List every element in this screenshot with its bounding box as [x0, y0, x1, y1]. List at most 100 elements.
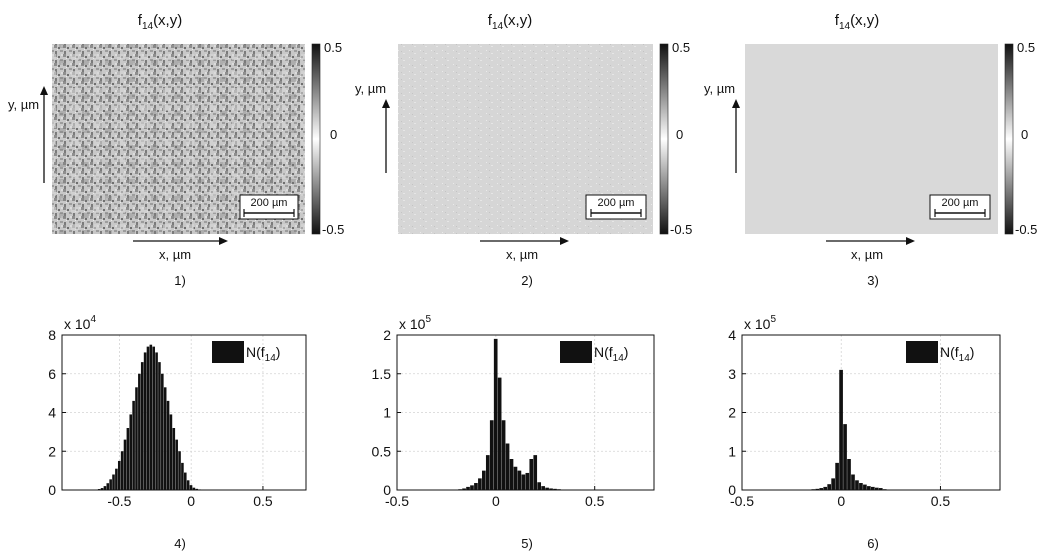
histogram-bar [184, 472, 187, 490]
map-panel-3: f14(x,y) 200 µm 0.5 0 -0.5 y, µm x, µm 3… [704, 12, 1037, 288]
x-tick-label: -0.5 [385, 493, 409, 509]
x-tick-label: 0.5 [931, 493, 951, 509]
x-tick-label: 0 [492, 493, 500, 509]
histogram-bar [871, 486, 875, 490]
histogram-bar [161, 373, 164, 490]
histogram-bar [466, 486, 470, 490]
scalebar-box [929, 194, 991, 220]
map-panel-1: f14(x,y) 200 µm 0.5 0 -0.5 y, µm x, µm 1… [8, 12, 344, 288]
colorbar-tick-mid: 0 [1021, 127, 1028, 142]
histogram-bar [851, 474, 855, 490]
panel-caption: 5) [521, 536, 533, 551]
histogram-bar [815, 488, 820, 490]
histogram-bar [120, 451, 124, 490]
map-panel-2: f14(x,y) 200 µm 0.5 0 -0.5 y, µm x, µm 2… [355, 12, 692, 288]
x-tick-label: 0.5 [253, 493, 273, 509]
histogram-bar [192, 487, 196, 490]
histogram-bar [878, 488, 883, 490]
map-title: f14(x,y) [835, 12, 879, 32]
histogram-bar [103, 486, 107, 490]
histogram-bar [149, 344, 153, 490]
x-axis-label: x, µm [851, 247, 883, 262]
histogram-bar [855, 480, 859, 490]
y-multiplier: x 105 [744, 314, 776, 332]
panel-caption: 4) [174, 536, 186, 551]
y-tick-label: 2 [383, 327, 391, 343]
colorbar-tick-bottom: -0.5 [322, 222, 344, 237]
histogram-bar [545, 487, 549, 490]
histogram-bar [501, 420, 506, 490]
histogram-bar [166, 400, 170, 490]
histogram-bar [553, 488, 557, 490]
histogram-bar [863, 484, 867, 490]
histogram-bar [489, 420, 494, 490]
y-tick-label: 6 [48, 366, 56, 382]
histogram-bar [521, 474, 526, 490]
histogram-bar [158, 362, 161, 490]
legend-swatch [906, 341, 938, 363]
histogram-bar [115, 468, 118, 490]
scalebar-label: 200 µm [251, 197, 288, 209]
histogram-bar [525, 472, 530, 490]
histogram-bar [867, 486, 871, 490]
histogram-bar [140, 362, 144, 490]
histogram-bar [831, 478, 835, 490]
y-tick-label: 8 [48, 327, 56, 343]
panel-caption: 1) [174, 273, 186, 288]
colorbar-tick-top: 0.5 [672, 40, 690, 55]
histogram-bar [478, 478, 482, 490]
histogram-bar [163, 387, 167, 490]
y-tick-label: 1 [728, 443, 736, 459]
histogram-bar [513, 466, 518, 490]
histogram-bar [175, 439, 178, 490]
histogram-bar [100, 488, 104, 490]
histogram-bar [186, 480, 190, 490]
colorbar [1004, 43, 1014, 235]
y-tick-label: 1.5 [372, 366, 392, 382]
colorbar-tick-bottom: -0.5 [670, 222, 692, 237]
panel-caption: 2) [521, 273, 533, 288]
y-tick-label: 4 [728, 327, 736, 343]
y-tick-label: 2 [48, 443, 56, 459]
histogram-bar [132, 400, 135, 490]
x-tick-label: 0.5 [585, 493, 605, 509]
histogram-bar [859, 483, 863, 490]
y-tick-label: 0.5 [372, 443, 392, 459]
histogram-bar [126, 428, 130, 490]
histogram-bar [129, 414, 133, 490]
histogram-bar [541, 486, 545, 490]
y-tick-label: 4 [48, 405, 56, 421]
x-axis-label: x, µm [159, 247, 191, 262]
histogram-bar [181, 462, 184, 490]
histogram-bar [135, 387, 138, 490]
histogram-panel-1: -0.5 0 0.5 0 2 4 6 8 x 104 N(f14) 4) [48, 314, 307, 551]
histogram-bar [517, 470, 522, 490]
y-tick-label: 0 [383, 482, 391, 498]
histogram-bar [835, 462, 839, 490]
histogram-bar [505, 443, 510, 490]
histogram-bar [533, 455, 538, 490]
histogram-bar [537, 482, 542, 490]
y-multiplier: x 105 [399, 314, 431, 332]
histogram-bar [123, 439, 127, 490]
x-tick-label: -0.5 [107, 493, 131, 509]
map-title: f14(x,y) [138, 12, 182, 32]
histogram-bar [152, 346, 155, 490]
colorbar-tick-bottom: -0.5 [1015, 222, 1037, 237]
colorbar-tick-top: 0.5 [1017, 40, 1035, 55]
histogram-bar [143, 352, 147, 490]
panel-caption: 6) [867, 536, 879, 551]
histogram-bar [874, 487, 879, 490]
y-axis-label: y, µm [8, 97, 39, 112]
colorbar-tick-top: 0.5 [324, 40, 342, 55]
y-tick-label: 3 [728, 366, 736, 382]
x-tick-label: -0.5 [730, 493, 754, 509]
histogram-bar [146, 346, 150, 490]
histogram-bar [178, 451, 181, 490]
legend-swatch [560, 341, 592, 363]
histogram-bar [839, 369, 843, 490]
histogram-bar [109, 479, 112, 490]
histogram-bar [493, 338, 498, 490]
